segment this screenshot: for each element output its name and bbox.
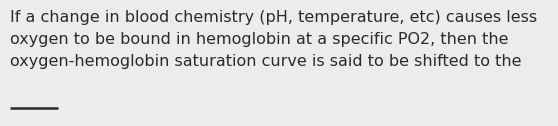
Text: oxygen-hemoglobin saturation curve is said to be shifted to the: oxygen-hemoglobin saturation curve is sa… — [10, 54, 522, 69]
Text: oxygen to be bound in hemoglobin at a specific PO2, then the: oxygen to be bound in hemoglobin at a sp… — [10, 32, 508, 47]
Text: If a change in blood chemistry (pH, temperature, etc) causes less: If a change in blood chemistry (pH, temp… — [10, 10, 537, 25]
